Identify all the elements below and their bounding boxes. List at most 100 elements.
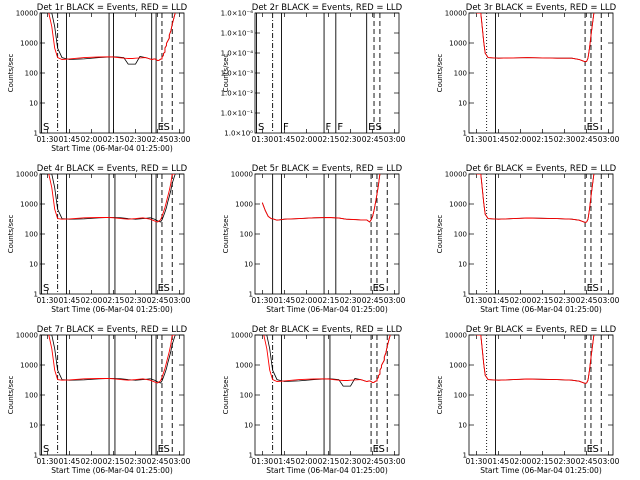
time-marker-letter: S [163,283,169,294]
y-tick-label: 100 [25,70,38,78]
y-tick-label: 10000 [445,10,467,18]
x-axis-label: Start Time (06-Mar-04 01:25:00) [480,466,602,475]
x-tick-label: 01:45 [274,135,296,144]
x-tick-label: 01:30 [37,296,59,305]
y-tick-label: 100 [240,392,253,400]
panel-title: Det 6r BLACK = Events, RED = LLD [466,164,617,174]
detector-panel: Det 6r BLACK = Events, RED = LLD 01:30 01:… [436,164,620,314]
panel-title: Det 4r BLACK = Events, RED = LLD [37,164,188,174]
x-tick-label: 02:15 [103,296,125,305]
y-tick-label: 10000 [231,171,253,179]
y-tick-label: 1000 [235,362,253,370]
y-tick-label: 10000 [445,171,467,179]
y-tick-label: 100 [454,392,467,400]
time-marker-letter: E [587,122,593,133]
lld-series-line [261,174,381,223]
x-tick-label: 01:30 [466,135,488,144]
x-tick-label: 02:45 [362,457,384,466]
y-axis-label: Counts/sec [7,376,15,415]
y-tick-label: 10 [244,261,253,269]
y-tick-label: 1 [34,452,38,460]
time-marker-letter: S [43,283,49,294]
y-tick-label: 10 [29,100,38,108]
time-marker-letter: F [337,122,343,133]
y-axis-label: Counts/sec [7,54,15,93]
y-axis-label: Counts/sec [436,54,444,93]
x-tick-label: 02:15 [532,296,554,305]
y-tick-label: 1000 [20,201,38,209]
x-tick-label: 02:15 [532,135,554,144]
y-tick-label: 10000 [16,10,38,18]
y-tick-label: 1000 [449,362,467,370]
x-tick-label: 01:30 [252,135,274,144]
detector-panel: Det 5r BLACK = Events, RED = LLD 01:30 01:… [222,164,406,314]
x-tick-label: 02:30 [554,296,576,305]
y-tick-label: 10000 [445,332,467,340]
y-tick-label: 10 [29,261,38,269]
x-tick-label: 02:15 [318,135,340,144]
x-tick-label: 02:00 [510,296,532,305]
time-marker-letter: S [43,444,49,455]
x-tick-label: 02:15 [318,457,340,466]
x-tick-label: 01:45 [488,135,510,144]
y-tick-label: 10 [458,261,467,269]
x-tick-label: 01:30 [37,457,59,466]
x-tick-label: 02:00 [81,296,103,305]
y-tick-label: 1 [463,291,467,299]
x-axis-label: Start Time (06-Mar-04 01:25:00) [266,305,388,314]
x-tick-label: 02:45 [576,135,598,144]
x-tick-label: 02:45 [576,296,598,305]
x-tick-label: 02:00 [296,135,318,144]
x-tick-label: 02:30 [125,296,147,305]
x-tick-label: 02:30 [125,457,147,466]
x-tick-label: 01:30 [252,457,274,466]
x-tick-label: 02:15 [103,135,125,144]
x-tick-label: 02:00 [296,296,318,305]
panel-title: Det 5r BLACK = Events, RED = LLD [252,164,403,174]
y-tick-label: 100 [454,70,467,78]
x-tick-label: 01:45 [274,457,296,466]
y-tick-label: 1.0×10⁻⁴ [221,50,254,58]
detector-panel: Det 1r BLACK = Events, RED = LLD 01:30 01:… [7,3,191,153]
y-tick-label: 10 [244,422,253,430]
x-axis-label: Start Time (06-Mar-04 01:25:00) [51,144,173,153]
detector-panel: Det 2r BLACK = Events, RED = LLD 01:30 01:… [221,3,406,144]
time-marker-letter: S [43,122,49,133]
y-tick-label: 1 [463,130,467,138]
y-tick-label: 1.0×10⁻⁵ [221,30,254,38]
y-tick-label: 1000 [235,201,253,209]
detector-panel: Det 3r BLACK = Events, RED = LLD 01:30 01:… [436,3,620,144]
x-tick-label: 03:00 [384,135,406,144]
y-tick-label: 100 [25,231,38,239]
panel-title: Det 2r BLACK = Events, RED = LLD [252,3,403,13]
y-tick-label: 10 [458,422,467,430]
y-tick-label: 1000 [449,201,467,209]
lld-series-line [48,335,176,384]
x-axis-label: Start Time (06-Mar-04 01:25:00) [266,466,388,475]
time-marker-letter: E [587,283,593,294]
time-marker-letter: E [373,283,379,294]
x-axis-label: Start Time (06-Mar-04 01:25:00) [480,305,602,314]
lld-series-line [48,13,176,62]
time-marker-letter: E [368,122,374,133]
x-tick-label: 03:00 [598,296,620,305]
x-tick-label: 02:30 [340,296,362,305]
time-marker-letter: S [258,122,264,133]
time-marker-letter: S [163,444,169,455]
y-tick-label: 1 [34,130,38,138]
panel-title: Det 3r BLACK = Events, RED = LLD [466,3,617,13]
y-tick-label: 100 [25,392,38,400]
y-axis-label: Counts/sec [222,54,230,93]
time-marker-letter: S [378,283,384,294]
x-tick-label: 02:00 [296,457,318,466]
detector-panel: Det 9r BLACK = Events, RED = LLD 01:30 01:… [436,325,620,475]
time-marker-letter: S [163,122,169,133]
events-series-line [261,174,381,223]
x-tick-label: 03:00 [169,296,191,305]
x-tick-label: 02:45 [576,457,598,466]
lld-series-line [263,335,391,384]
x-tick-label: 03:00 [169,457,191,466]
time-marker-letter: S [592,122,598,133]
x-tick-label: 01:45 [488,457,510,466]
